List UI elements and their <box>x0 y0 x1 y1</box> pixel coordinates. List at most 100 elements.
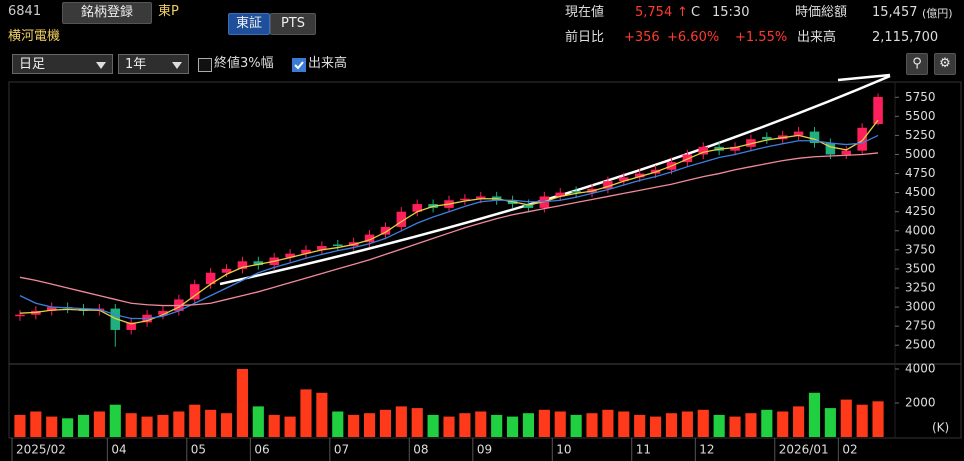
register-button[interactable]: 銘柄登録 <box>62 2 152 24</box>
candle-body <box>221 268 232 273</box>
candle-body <box>110 308 121 330</box>
volume-bar <box>491 414 503 437</box>
x-tick-label: 08 <box>413 443 428 457</box>
x-tick-label: 2026/01 <box>779 443 829 457</box>
tab-tse[interactable]: 東証 <box>228 13 270 35</box>
volume-bar <box>14 414 26 437</box>
volume-bar <box>125 413 137 437</box>
volume-bar <box>840 399 852 437</box>
candle-body <box>126 322 136 330</box>
y-tick-label: 4750 <box>905 166 936 180</box>
candle-body <box>396 211 407 227</box>
volume-bar <box>681 411 693 437</box>
volume-bar <box>650 416 662 437</box>
period-select[interactable]: 日足 <box>12 54 113 74</box>
x-tick-label: 11 <box>636 443 651 457</box>
candle-body <box>523 204 534 208</box>
cap: 15,457 <box>872 5 918 20</box>
volume-bar <box>554 411 566 437</box>
volume-bar <box>761 409 773 437</box>
volume-bar <box>284 416 296 437</box>
volume-bar <box>602 409 614 437</box>
volume-bar <box>268 414 280 437</box>
candle-body <box>253 261 264 266</box>
close-flag: C <box>691 5 701 20</box>
zoom-button[interactable]: ⚲ <box>906 53 928 75</box>
candle-body <box>46 307 57 311</box>
volume-bar <box>777 411 789 437</box>
volume-bar <box>316 392 328 437</box>
candle-body <box>841 150 852 155</box>
volume-bar <box>427 414 439 437</box>
y-tick-label: 4500 <box>905 185 936 199</box>
volume-bar <box>93 411 105 437</box>
candle-body <box>619 177 629 182</box>
candle-body <box>205 272 216 285</box>
candle-body <box>857 127 867 151</box>
x-tick-label: 12 <box>699 443 714 457</box>
volume-bar <box>300 389 312 437</box>
volume-bar <box>141 416 153 437</box>
volume-bar <box>77 414 90 437</box>
candle-body <box>809 131 820 144</box>
arrow: ↑ <box>677 5 688 20</box>
y-tick-label: 2750 <box>905 319 936 333</box>
time: 15:30 <box>712 5 750 20</box>
volume-bar <box>348 414 360 437</box>
volume-bar <box>586 413 598 437</box>
x-tick-label: 10 <box>556 443 571 457</box>
checkbox[interactable] <box>292 58 306 72</box>
volume-bar <box>236 369 248 437</box>
volume-bar <box>618 411 630 437</box>
candle-body <box>634 173 645 178</box>
change-label: 前日比 <box>565 30 605 45</box>
option-label[interactable]: 終値3%幅 <box>214 56 274 71</box>
x-tick-label: 09 <box>477 443 492 457</box>
trend-annotation <box>219 74 891 286</box>
volume-bar <box>46 416 58 437</box>
candle-body <box>332 244 343 247</box>
range-select[interactable]: 1年 <box>118 54 189 74</box>
moving-average <box>19 152 879 307</box>
volume-bar <box>379 409 391 437</box>
stock-code: 6841 <box>8 4 42 19</box>
x-tick-label: 02 <box>842 443 857 457</box>
volume-bar <box>205 409 217 437</box>
x-tick-label: 05 <box>191 443 206 457</box>
market: 東P <box>158 4 179 19</box>
y-tick-label: 5000 <box>905 147 936 161</box>
candle-body <box>873 96 883 124</box>
candle-body <box>603 181 613 189</box>
volume-bar <box>570 414 582 437</box>
y-tick-label: 4250 <box>905 204 936 218</box>
volume-bar <box>252 406 264 437</box>
volume-bar <box>507 416 519 437</box>
checkbox[interactable] <box>198 58 212 72</box>
x-tick-label: 07 <box>334 443 349 457</box>
x-tick-label: 2025/02 <box>16 443 66 457</box>
tab-pts[interactable]: PTS <box>270 13 316 35</box>
volume-bar <box>793 406 805 437</box>
volume-bar <box>729 416 741 437</box>
candle-body <box>364 234 375 243</box>
volume: 2,115,700 <box>872 30 939 45</box>
option-label[interactable]: 出来高 <box>308 56 348 71</box>
moving-average <box>19 119 879 325</box>
y-tick-label: 4000 <box>905 223 936 237</box>
cap-label: 時価総額 <box>795 5 848 20</box>
moving-average <box>19 134 879 320</box>
y-tick-label: 2000 <box>905 396 936 410</box>
candle-body <box>476 196 486 199</box>
candle-body <box>793 131 804 136</box>
stock-name: 横河電機 <box>8 29 61 44</box>
x-tick-label: 04 <box>111 443 126 457</box>
price-label: 現在値 <box>565 5 605 20</box>
y-tick-label: 3000 <box>905 300 936 314</box>
candle-body <box>730 146 740 151</box>
volume-bar <box>745 413 757 437</box>
price: 5,754 <box>635 5 673 20</box>
volume-bar <box>62 418 74 437</box>
settings-button[interactable]: ⚙ <box>934 53 956 75</box>
volume-bar <box>475 411 487 437</box>
volume-bar <box>824 408 836 437</box>
